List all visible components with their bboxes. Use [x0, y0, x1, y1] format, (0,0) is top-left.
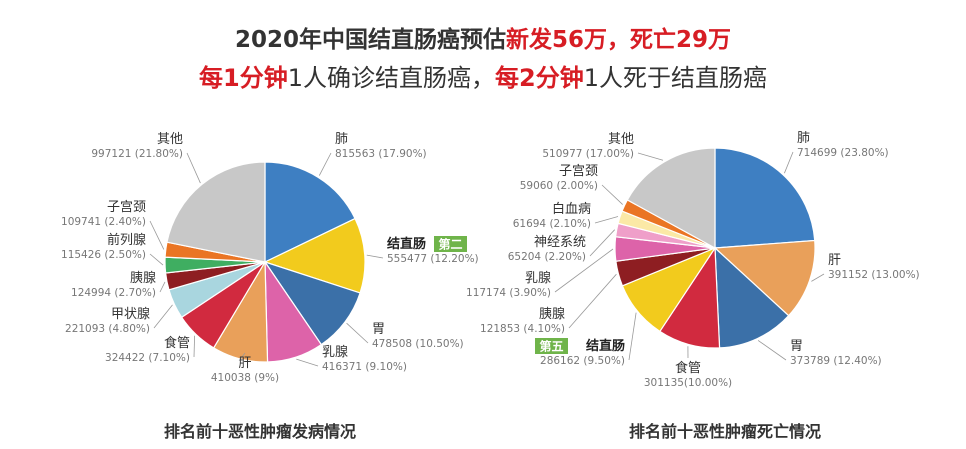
slice-value-label: 115426 (2.50%) — [61, 249, 146, 261]
slice-name-label: 白血病 — [552, 201, 591, 217]
slice-value-label: 410038 (9%) — [211, 372, 279, 384]
rank-badge — [535, 338, 568, 354]
pie-slice-肺 — [714, 147, 816, 249]
leader-line — [784, 151, 794, 174]
headline-2-part-3: 每2分钟 — [495, 64, 584, 92]
mortality-chart-title: 排名前十恶性肿瘤死亡情况 — [628, 422, 821, 441]
leader-line — [318, 152, 332, 176]
leader-line — [811, 273, 825, 282]
headline-line-1: 2020年中国结直肠癌预估新发56万，死亡29万 — [0, 20, 966, 54]
leader-line — [296, 358, 319, 367]
slice-value-label: 555477 (12.20%) — [387, 253, 479, 265]
leader-line — [637, 152, 664, 161]
slice-value-label: 301135(10.00%) — [644, 377, 732, 389]
pie-slice-胃 — [714, 246, 790, 349]
leader-line — [601, 184, 623, 205]
slice-name-label: 肝 — [238, 356, 251, 371]
slice-value-label: 391152 (13.00%) — [828, 269, 920, 281]
rank-badge — [434, 236, 467, 252]
slice-name-label: 甲状腺 — [111, 307, 150, 322]
slice-value-label: 997121 (21.80%) — [91, 148, 183, 160]
slice-name-label: 胃 — [372, 322, 385, 337]
rank-badge-text: 第二 — [438, 237, 462, 252]
slice-name-label: 子宫颈 — [559, 164, 598, 179]
slice-value-label: 324422 (7.10%) — [105, 352, 190, 364]
leader-line — [594, 216, 619, 224]
headline-2-part-4: 1人死于结直肠癌 — [583, 64, 767, 92]
rank-badge-text: 第五 — [539, 339, 563, 354]
slice-value-label: 510977 (17.00%) — [542, 148, 634, 160]
slice-value-label: 65204 (2.20%) — [508, 251, 586, 263]
slice-name-label: 肺 — [797, 131, 810, 146]
slice-name-label: 结直肠 — [387, 236, 426, 252]
slice-value-label: 815563 (17.90%) — [335, 148, 427, 160]
leader-line — [153, 304, 173, 329]
headline-2-part-2: 1人确诊结直肠癌， — [287, 64, 495, 92]
pie-slice-肺 — [264, 161, 356, 263]
slice-name-label: 食管 — [164, 335, 190, 351]
leader-line — [757, 340, 787, 361]
slice-value-label: 124994 (2.70%) — [71, 287, 156, 299]
leader-line — [186, 152, 201, 184]
headline-1-part-1: 2020年中国结直肠癌预估 — [234, 27, 506, 53]
leader-line — [193, 335, 195, 358]
slice-name-label: 前列腺 — [107, 232, 146, 248]
slice-name-label: 子宫颈 — [107, 200, 146, 215]
slice-value-label: 221093 (4.80%) — [65, 323, 150, 335]
slice-value-label: 373789 (12.40%) — [790, 355, 882, 367]
leader-line — [159, 281, 166, 293]
slice-name-label: 乳腺 — [322, 345, 348, 360]
leader-line — [346, 322, 369, 344]
slice-value-label: 109741 (2.40%) — [61, 216, 146, 228]
slice-name-label: 神经系统 — [534, 235, 586, 250]
leader-line — [238, 352, 246, 361]
slice-name-label: 乳腺 — [525, 271, 551, 286]
leader-line — [149, 220, 165, 250]
slice-value-label: 714699 (23.80%) — [797, 147, 889, 159]
leader-line — [628, 312, 637, 361]
slice-value-label: 117174 (3.90%) — [466, 287, 551, 299]
slice-name-label: 胰腺 — [539, 307, 565, 322]
incidence-chart-title: 排名前十恶性肿瘤发病情况 — [163, 422, 356, 441]
slice-name-label: 食管 — [675, 360, 701, 376]
headline-2-part-1: 每1分钟 — [199, 64, 288, 92]
pie-slice-肝 — [713, 239, 816, 317]
slice-name-label: 结直肠 — [586, 338, 625, 354]
headline-1-part-2: 新发56万，死亡29万 — [506, 27, 732, 53]
leader-line — [149, 253, 164, 266]
pie-slice-其他 — [626, 147, 716, 250]
leader-line — [366, 254, 384, 259]
slice-name-label: 肝 — [828, 253, 841, 268]
leader-line — [554, 248, 614, 293]
slice-name-label: 胰腺 — [130, 271, 156, 286]
slice-value-label: 286162 (9.50%) — [540, 355, 625, 367]
slice-value-label: 61694 (2.10%) — [513, 218, 591, 230]
leader-line — [589, 229, 615, 257]
pie-slice-其他 — [166, 161, 266, 263]
slice-name-label: 其他 — [608, 132, 634, 147]
pie-slice-结直肠 — [263, 217, 366, 294]
slice-value-label: 59060 (2.00%) — [520, 180, 598, 192]
headline-line-2: 每1分钟1人确诊结直肠癌，每2分钟1人死于结直肠癌 — [0, 58, 966, 93]
leader-line — [568, 273, 617, 329]
slice-value-label: 416371 (9.10%) — [322, 361, 407, 373]
slice-name-label: 肺 — [335, 132, 348, 147]
slice-value-label: 121853 (4.10%) — [480, 323, 565, 335]
slice-name-label: 胃 — [790, 339, 803, 354]
slice-name-label: 其他 — [157, 132, 183, 147]
slice-value-label: 478508 (10.50%) — [372, 338, 464, 350]
